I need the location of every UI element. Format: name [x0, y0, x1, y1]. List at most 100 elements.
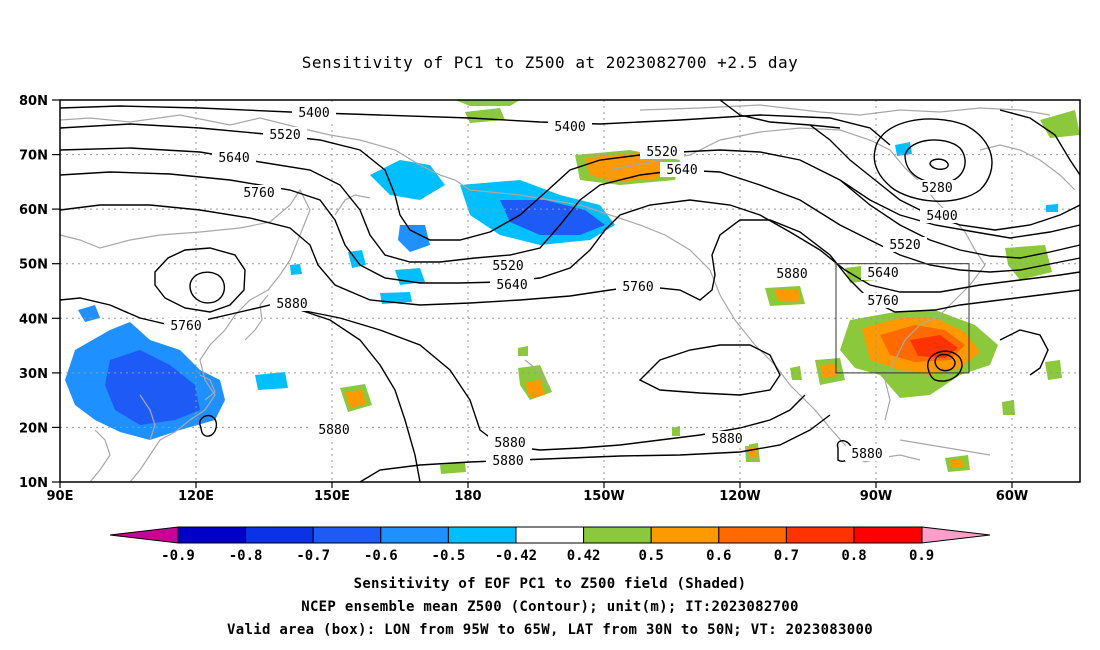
shade-pos-arctic [455, 100, 520, 106]
caption-line-3: Valid area (box): LON from 95W to 65W, L… [227, 622, 873, 638]
lon-label: 90W [860, 489, 892, 504]
lat-label: 40N [19, 312, 48, 327]
colorbar-label: -0.8 [229, 548, 263, 564]
axis-ticks [52, 99, 1013, 488]
shade-neg-asia-small [78, 305, 100, 322]
contour-label: 5520 [889, 238, 920, 253]
colorbar-label: -0.9 [161, 548, 195, 564]
contour-label: 5880 [276, 297, 307, 312]
coastlines [59, 104, 1076, 483]
contour-label: 5880 [318, 423, 349, 438]
colorbar-label: 0.42 [567, 548, 601, 564]
lat-label: 60N [19, 203, 48, 218]
contour-label: 5760 [170, 319, 201, 334]
colorbar-cell [177, 526, 247, 544]
contour-label: 5640 [666, 163, 697, 178]
lon-label: 120W [719, 489, 760, 504]
lon-label: 150E [314, 489, 350, 504]
z500-contours [59, 99, 1081, 483]
colorbar: -0.9 -0.8 -0.7 -0.6 -0.5 -0.42 0.42 0.5 0.6 0.7 0.… [109, 526, 991, 564]
colorbar-label: 0.7 [774, 548, 799, 564]
shade-pos-spot5 [1002, 400, 1015, 415]
colorbar-right-arrow [921, 526, 991, 544]
shade-neg-spot6 [1046, 204, 1058, 212]
contour-label: 5760 [622, 280, 653, 295]
shade-pos-east-us-red [910, 335, 958, 358]
contour-label: 5280 [921, 181, 952, 196]
contour-label: 5520 [492, 259, 523, 274]
lat-label: 70N [19, 149, 48, 164]
colorbar-cell [718, 526, 787, 544]
colorbar-label: -0.6 [364, 548, 398, 564]
shade-neg-kamchatka [370, 160, 445, 200]
colorbar-cell [447, 526, 517, 544]
lat-label: 80N [19, 94, 48, 109]
map-panel: 5400 5400 5520 5640 5760 5520 5640 5280 … [19, 94, 1081, 504]
contour-label: 5520 [269, 128, 300, 143]
colorbar-label: 0.6 [706, 548, 731, 564]
shade-neg-aleutian [398, 225, 430, 252]
colorbar-cell [650, 526, 720, 544]
colorbar-cell [583, 526, 652, 544]
contour-label: 5760 [867, 294, 898, 309]
contour-label: 5880 [851, 447, 882, 462]
shade-pos-spot8 [790, 366, 802, 380]
contour-label: 5640 [496, 278, 527, 293]
shade-neg-asia-core [105, 350, 200, 425]
colorbar-cell [380, 526, 449, 544]
valid-area-box [835, 263, 970, 374]
colorbar-label: -0.42 [495, 548, 537, 564]
colorbar-cell [312, 526, 382, 544]
shade-pos-spot7 [672, 426, 680, 436]
lat-label: 20N [19, 421, 48, 436]
contour-label: 5400 [554, 120, 585, 135]
lon-label: 60W [996, 489, 1028, 504]
shade-pos-wpac [345, 390, 366, 408]
colorbar-cell [853, 526, 923, 544]
colorbar-cell [245, 526, 314, 544]
colorbar-cell [515, 526, 585, 544]
shade-neg-spot7 [255, 372, 288, 390]
colorbar-label: -0.5 [432, 548, 466, 564]
shade-neg-spot4 [290, 264, 302, 275]
contour-label: 5880 [494, 436, 525, 451]
contour-label: 5640 [867, 266, 898, 281]
caption-line-2: NCEP ensemble mean Z500 (Contour); unit(… [301, 599, 799, 615]
shade-neg-spot5 [895, 142, 912, 156]
lon-label: 90E [47, 489, 74, 504]
shade-pos-spot4 [1045, 360, 1062, 380]
lat-label: 50N [19, 258, 48, 273]
contour-label: 5880 [711, 432, 742, 447]
shade-pos-spot3o [950, 459, 963, 468]
lat-label: 30N [19, 367, 48, 382]
shade-pos-spot6 [440, 462, 466, 474]
shade-pos-mid-pac [525, 380, 545, 398]
shade-pos-rockies [775, 290, 800, 302]
contour-label: 5400 [926, 209, 957, 224]
contour-labels: 5400 5400 5520 5640 5760 5520 5640 5280 … [164, 105, 964, 469]
contour-label: 5400 [298, 106, 329, 121]
lat-label: 10N [19, 476, 48, 491]
contour-label: 5880 [492, 454, 523, 469]
shade-neg-spot2 [380, 292, 412, 304]
map-frame [59, 99, 1081, 483]
lat-labels: 80N 70N 60N 50N 40N 30N 20N 10N [19, 94, 48, 491]
map-title: Sensitivity of PC1 to Z500 at 2023082700… [302, 53, 799, 72]
colorbar-left-arrow [109, 526, 179, 544]
contour-label: 5760 [243, 186, 274, 201]
colorbar-label: -0.7 [296, 548, 330, 564]
lon-label: 120E [178, 489, 214, 504]
colorbar-label: 0.8 [841, 548, 866, 564]
contour-label: 5640 [218, 151, 249, 166]
shade-pos-gulf-o [820, 364, 838, 378]
lon-labels: 90E 120E 150E 180 150W 120W 90W 60W [47, 489, 1029, 504]
shaded-regions [65, 100, 1080, 474]
contour-label: 5520 [646, 145, 677, 160]
colorbar-cell [785, 526, 855, 544]
colorbar-label: 0.9 [909, 548, 934, 564]
contour-label: 5880 [776, 267, 807, 282]
lon-label: 180 [454, 489, 481, 504]
shade-pos-spot1 [518, 346, 528, 356]
lon-label: 150W [583, 489, 624, 504]
